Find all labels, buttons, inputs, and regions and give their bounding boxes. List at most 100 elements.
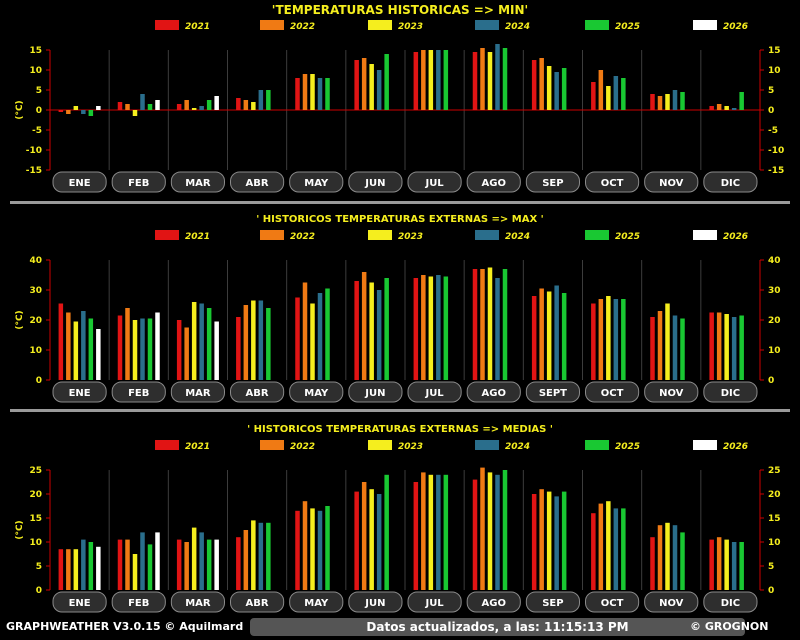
bar-2022-ago — [480, 467, 485, 590]
chart-title: ' HISTORICOS TEMPERATURAS EXTERNAS => ME… — [247, 424, 553, 435]
category-pill — [52, 591, 107, 613]
category-pill — [644, 591, 699, 613]
bar-2024-mar — [199, 106, 204, 110]
bar-2024-ago — [495, 44, 500, 110]
bar-2022-jul — [421, 275, 426, 380]
bar-2024-jul — [436, 474, 441, 590]
bar-2025-may — [325, 506, 330, 590]
y-tick-label: 15 — [768, 514, 781, 524]
bar-2022-abr — [243, 100, 249, 110]
category-pill — [230, 171, 285, 193]
legend-swatch-2021 — [155, 20, 179, 30]
category-pill — [407, 171, 462, 193]
bar-2022-jun — [361, 58, 367, 110]
bar-2023-ene — [73, 106, 79, 110]
category-label-nov: NOV — [659, 178, 684, 189]
y-tick-label: 0 — [36, 376, 42, 386]
y-tick-label: 15 — [29, 46, 42, 56]
bar-2021-ene — [58, 549, 64, 590]
bar-2026-mar — [214, 321, 219, 380]
bar-2024-ene — [81, 539, 86, 590]
bar-2025-dic — [739, 315, 744, 380]
category-label-oct: OCT — [601, 598, 624, 609]
y-tick-label: 5 — [768, 86, 774, 96]
bar-2022-dic — [716, 537, 722, 590]
y-tick-label: 30 — [29, 286, 42, 296]
bar-2025-ago — [502, 269, 508, 380]
category-label-jun: JUN — [364, 598, 385, 609]
y-tick-label: 40 — [768, 256, 781, 266]
y-tick-label: -15 — [26, 166, 42, 176]
category-label-ene: ENE — [69, 388, 91, 399]
bar-2022-ago — [480, 269, 485, 380]
bar-2025-jun — [384, 54, 389, 110]
bar-2025-may — [325, 288, 330, 380]
bar-2024-mar — [199, 303, 204, 380]
category-pill — [289, 171, 344, 193]
update-status: Datos actualizados, a las: 11:15:13 PM — [250, 618, 745, 636]
y-tick-label: 20 — [768, 490, 781, 500]
category-label-oct: OCT — [601, 388, 624, 399]
category-pill — [407, 381, 462, 403]
bar-2023-ago — [487, 267, 493, 380]
bar-2025-abr — [266, 522, 271, 590]
bar-2023-jul — [428, 50, 434, 110]
category-label-feb: FEB — [128, 388, 149, 399]
bar-2023-jul — [428, 474, 434, 590]
bar-2023-dic — [724, 314, 729, 380]
bar-2023-feb — [132, 110, 138, 116]
bar-2024-ago — [495, 278, 500, 380]
bar-2022-nov — [657, 311, 663, 380]
bar-2022-ago — [480, 48, 485, 110]
bar-2024-jun — [376, 290, 382, 380]
legend-swatch-2022 — [260, 20, 284, 30]
bar-2022-sept — [539, 288, 544, 380]
y-tick-label: 20 — [29, 316, 42, 326]
bar-2023-may — [310, 508, 315, 590]
legend-swatch-2023 — [368, 20, 392, 30]
bar-2023-jul — [428, 276, 434, 380]
bar-2024-feb — [140, 532, 145, 590]
bar-2023-may — [310, 74, 315, 110]
chart-title: ' HISTORICOS TEMPERATURAS EXTERNAS => MA… — [256, 214, 543, 225]
bar-2024-jun — [376, 70, 382, 110]
bar-2025-feb — [147, 544, 153, 590]
category-label-oct: OCT — [601, 178, 624, 189]
bar-2025-oct — [621, 78, 626, 110]
bar-2024-nov — [672, 525, 678, 590]
category-pill — [585, 381, 640, 403]
category-pill — [644, 381, 699, 403]
y-axis-label: (°C) — [15, 310, 25, 329]
category-label-abr: ABR — [246, 178, 269, 189]
bar-2023-abr — [251, 102, 256, 110]
bar-2025-sept — [561, 293, 567, 380]
bar-2023-oct — [606, 296, 611, 380]
category-label-jul: JUL — [424, 178, 444, 189]
legend-label-2025: 2025 — [615, 22, 640, 32]
bar-2024-dic — [731, 317, 737, 380]
bar-2024-ene — [81, 110, 86, 114]
bar-2025-ago — [502, 48, 508, 110]
bar-2025-jul — [443, 50, 449, 110]
bar-2022-oct — [598, 70, 604, 110]
bar-2021-ago — [472, 52, 478, 110]
bar-2023-jun — [369, 282, 374, 380]
bar-2024-jun — [376, 494, 382, 590]
y-tick-label: 0 — [768, 376, 774, 386]
panel-separator — [10, 201, 790, 204]
legend-label-2021: 2021 — [185, 22, 210, 32]
legend-swatch-2021 — [155, 440, 179, 450]
bar-2021-nov — [650, 537, 655, 590]
bar-2025-ene — [88, 542, 94, 590]
legend-label-2023: 2023 — [398, 232, 423, 242]
legend-swatch-2026 — [693, 20, 717, 30]
bar-2022-oct — [598, 299, 604, 380]
bar-2022-nov — [657, 96, 663, 110]
legend-label-2021: 2021 — [185, 232, 210, 242]
category-label-may: MAY — [304, 388, 329, 399]
category-pill — [111, 381, 166, 403]
bar-2022-dic — [716, 104, 722, 110]
bar-2023-mar — [191, 108, 197, 110]
bar-2021-abr — [236, 98, 241, 110]
bar-2021-jun — [354, 281, 359, 380]
